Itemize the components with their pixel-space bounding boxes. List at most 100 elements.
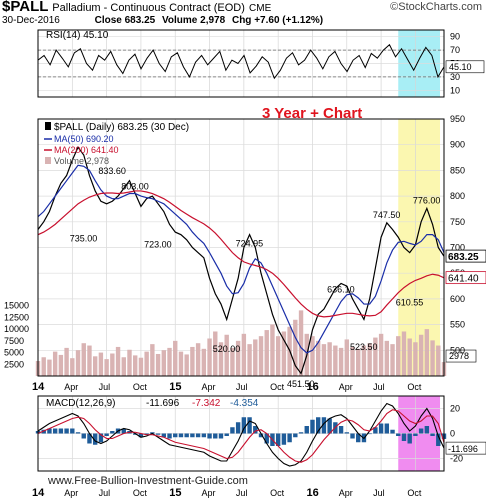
macd-legend-value: -11.696	[146, 398, 180, 409]
x-axis-label-bottom: 15	[169, 487, 181, 499]
macd-histogram-bar	[350, 433, 355, 439]
volume-bar	[333, 345, 338, 376]
macd-histogram-bar	[315, 417, 321, 434]
x-axis-label-bottom: Jul	[236, 488, 248, 498]
volume-bar	[235, 340, 241, 376]
x-axis-label: Apr	[202, 382, 216, 392]
macd-panel-frame	[37, 395, 445, 472]
macd-histogram-bar	[161, 433, 167, 438]
macd-histogram-bar	[70, 428, 75, 434]
price-panel-frame	[37, 118, 445, 377]
macd-histogram-bar	[178, 433, 184, 438]
x-axis-label: 16	[306, 381, 318, 393]
rsi-tick-label: 90	[450, 32, 460, 42]
volume-bar	[293, 319, 298, 376]
macd-histogram-bar	[230, 427, 235, 434]
macd-histogram-bar	[413, 433, 418, 436]
price-line	[37, 146, 445, 375]
exchange: CME	[249, 3, 272, 14]
volume-tick-label: 10000	[4, 324, 29, 334]
price-tick-label: 750	[450, 217, 465, 227]
volume-tick-label: 7500	[4, 336, 24, 346]
volume-bar	[58, 354, 64, 376]
price-annotation: 724.95	[236, 239, 264, 249]
volume-bar	[430, 340, 435, 376]
macd-histogram-bar	[258, 433, 264, 438]
macd-histogram-bar	[373, 427, 378, 434]
volume-bar	[390, 344, 395, 376]
price-annotation: 523.50	[350, 342, 378, 352]
macd-histogram-bar	[338, 426, 344, 434]
volume-bar	[52, 351, 58, 376]
rsi-last-value: 45.10	[449, 62, 472, 72]
volume-bar	[407, 338, 412, 376]
volume-bar	[361, 345, 367, 376]
volume-bar	[315, 340, 321, 376]
macd-tick-label: 0	[450, 429, 455, 439]
macd-histogram-bar	[213, 433, 218, 439]
price-tick-label: 850	[450, 165, 465, 175]
volume-bar	[281, 331, 287, 376]
volume-bar	[218, 342, 224, 376]
volume-last-value-box	[445, 349, 477, 363]
x-axis-label: Jul	[236, 382, 248, 392]
price-last-value: 683.25	[448, 252, 479, 263]
volume-bar	[47, 359, 52, 376]
volume-bar	[321, 344, 327, 376]
volume-legend: Volume 2,978	[54, 156, 109, 166]
macd-histogram-bar	[58, 428, 64, 434]
macd-histogram-bar	[92, 433, 98, 445]
macd-histogram-bar	[190, 433, 195, 438]
volume-bar	[384, 340, 390, 376]
macd-signal-line	[37, 409, 445, 463]
macd-histogram-bar	[87, 433, 92, 444]
macd-histogram-bar	[367, 433, 372, 435]
brand-logo: ©StockCharts.com	[390, 1, 482, 13]
ma50-legend: MA(50) 690.20	[54, 134, 114, 144]
price-legend-swatch	[45, 122, 51, 130]
volume-last-value: 2978	[449, 351, 469, 361]
x-axis-label: Apr	[64, 382, 78, 392]
macd-histogram-bar	[224, 433, 229, 436]
macd-histogram-bar	[167, 433, 172, 439]
macd-line	[37, 402, 445, 467]
volume-tick-label: 5000	[4, 348, 24, 358]
macd-histogram-bar	[81, 433, 86, 439]
macd-last-value: -11.696	[448, 444, 478, 454]
price-annotation: 610.55	[396, 297, 424, 307]
price-last-value-box	[445, 249, 486, 263]
macd-histogram-bar	[235, 422, 241, 434]
ma200-last-value-box	[445, 271, 486, 285]
x-axis-label-bottom: Apr	[339, 488, 353, 498]
macd-histogram-bar	[356, 433, 361, 443]
volume-bar	[247, 344, 252, 376]
price-tick-label: 500	[450, 345, 465, 355]
volume-tick-label: 15000	[4, 301, 29, 311]
macd-histogram-bar	[247, 417, 252, 434]
volume-value: 2,978	[200, 15, 226, 26]
rsi-line	[37, 43, 445, 80]
volume-tick-label: 2500	[4, 359, 24, 369]
macd-histogram-bar	[52, 428, 58, 434]
volume-bar	[167, 347, 172, 376]
ma50-line	[37, 164, 445, 354]
volume-bar	[81, 343, 86, 376]
macd-histogram-bar	[41, 429, 46, 434]
price-annotation: 776.00	[413, 195, 441, 205]
macd-histogram-bar	[201, 433, 207, 438]
x-axis-label: Oct	[133, 382, 148, 392]
x-axis-label: Jul	[373, 382, 385, 392]
macd-histogram-bar	[241, 417, 247, 434]
macd-histogram-bar	[424, 426, 430, 434]
volume-bar	[178, 351, 184, 376]
price-tick-label: 950	[450, 114, 465, 124]
x-axis-label: 15	[169, 381, 181, 393]
rsi-tick-label: 30	[450, 72, 460, 82]
volume-bar	[378, 333, 384, 376]
macd-histogram-bar	[184, 433, 189, 438]
volume-bar	[144, 351, 149, 376]
x-axis-label-bottom: Apr	[64, 488, 78, 498]
macd-signal-legend-value: -7.342	[192, 398, 221, 409]
x-axis-label: Apr	[339, 382, 353, 392]
macd-histogram-bar	[275, 433, 281, 446]
